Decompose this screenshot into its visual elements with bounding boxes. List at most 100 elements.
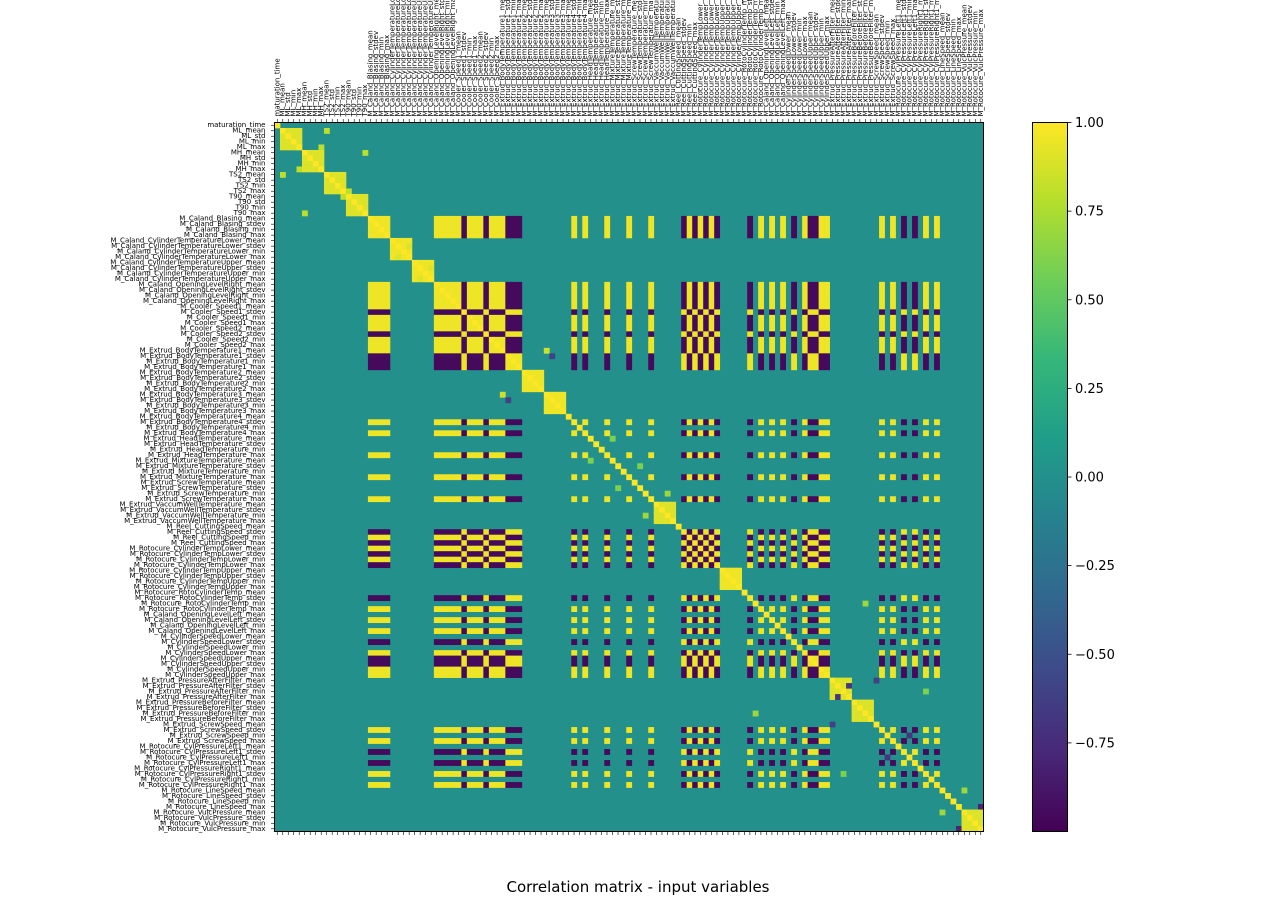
heatmap-cell — [582, 226, 589, 233]
heatmap-cell — [433, 281, 440, 288]
heatmap-cell — [923, 331, 929, 338]
heatmap-cell — [543, 402, 550, 409]
heatmap-cell — [494, 419, 501, 426]
heatmap-cell — [472, 727, 479, 733]
heatmap-cell — [466, 639, 473, 645]
heatmap-cell — [604, 496, 611, 503]
heatmap-cell — [422, 265, 429, 272]
column-tick-label: M_Caland_Blasing_min — [378, 37, 386, 117]
heatmap-cell — [813, 364, 819, 371]
column-tick-label: M_Rotocure_CylinderTempUpper_min — [729, 0, 737, 117]
heatmap-cell — [604, 771, 611, 777]
heatmap-cell — [455, 292, 462, 299]
heatmap-cell — [807, 727, 814, 733]
heatmap-cell — [714, 215, 721, 222]
row-tick-label: M_Extrud_ScrewTemperature_max — [145, 495, 265, 503]
heatmap-cell — [824, 655, 830, 662]
heatmap-cell — [714, 221, 721, 228]
heatmap-cell — [505, 771, 512, 777]
heatmap-cell — [527, 369, 534, 376]
heatmap-cell — [499, 496, 506, 503]
heatmap-cell — [681, 452, 688, 459]
heatmap-cell — [505, 292, 512, 299]
heatmap-cell — [934, 320, 940, 327]
heatmap-cell — [879, 540, 885, 547]
heatmap-cell — [681, 749, 688, 755]
row-tick-label: M_Extrud_BodyTemperature1_stdev — [140, 352, 265, 360]
heatmap-cell — [703, 595, 710, 602]
column-tick-label: M_Rotocure_RotoCylinderTemp_max — [757, 0, 765, 117]
heatmap-cell — [516, 347, 523, 354]
heatmap-cell — [483, 562, 490, 569]
heatmap-cell — [697, 782, 704, 788]
heatmap-cell — [439, 529, 446, 536]
heatmap-cell — [455, 298, 462, 305]
heatmap-cell — [433, 617, 440, 623]
heatmap-cell — [912, 551, 918, 558]
column-tick-label: M_Caland_OpeningLevelRight_mean — [433, 0, 441, 117]
heatmap-cell — [499, 738, 506, 744]
heatmap-cell — [890, 556, 896, 563]
heatmap-cell — [461, 672, 468, 678]
heatmap-cell — [818, 628, 825, 634]
heatmap-cell — [923, 628, 929, 634]
heatmap-cell — [681, 595, 688, 602]
heatmap-cell — [648, 738, 655, 744]
heatmap-cell — [488, 221, 495, 228]
heatmap-cell — [686, 226, 693, 233]
heatmap-cell — [455, 545, 462, 552]
heatmap-cell — [296, 138, 303, 145]
heatmap-cell — [472, 661, 479, 667]
column-tick-label: maturation_time — [273, 58, 281, 116]
heatmap-cell — [923, 325, 929, 332]
heatmap-cell — [714, 628, 721, 634]
heatmap-cell — [791, 749, 797, 755]
heatmap-cell — [384, 628, 391, 634]
heatmap-cell — [813, 727, 819, 733]
heatmap-cell — [769, 298, 775, 305]
heatmap-cell — [747, 639, 754, 645]
heatmap-cell — [367, 232, 374, 239]
heatmap-cell — [714, 419, 721, 426]
heatmap-cell — [439, 606, 446, 613]
heatmap-cell — [626, 320, 633, 327]
heatmap-cell — [857, 705, 863, 711]
heatmap-cell — [681, 292, 688, 299]
heatmap-cell — [450, 760, 457, 766]
heatmap-cell — [483, 320, 490, 327]
heatmap-cell — [439, 666, 446, 673]
heatmap-cell — [461, 358, 468, 365]
heatmap-cell — [890, 298, 896, 305]
heatmap-cell — [571, 226, 578, 233]
heatmap-cell — [433, 303, 440, 310]
heatmap-cell — [367, 364, 374, 371]
heatmap-cell — [824, 314, 830, 321]
heatmap-cell — [769, 551, 775, 558]
heatmap-cell — [648, 595, 655, 602]
heatmap-cell — [769, 287, 775, 294]
heatmap-cell — [373, 215, 380, 222]
heatmap-cell — [791, 474, 797, 481]
heatmap-cell — [697, 534, 704, 541]
heatmap-cell — [483, 347, 490, 354]
heatmap-cell — [736, 573, 743, 580]
heatmap-cell — [505, 232, 512, 239]
heatmap-cell — [582, 606, 589, 613]
heatmap-cell — [488, 727, 495, 733]
heatmap-cell — [571, 534, 578, 541]
heatmap-cell — [455, 540, 462, 547]
heatmap-cell — [769, 562, 775, 569]
heatmap-cell — [824, 353, 830, 360]
row-tick-label: M_Extrud_HeadTemperature_max — [148, 451, 266, 459]
heatmap-cell — [466, 430, 473, 437]
heatmap-cell — [692, 551, 699, 558]
heatmap-cell — [626, 782, 633, 788]
heatmap-cell — [901, 606, 907, 613]
heatmap-cell — [378, 303, 385, 310]
heatmap-cell — [367, 595, 374, 602]
heatmap-cell — [730, 573, 737, 580]
heatmap-cell — [400, 248, 407, 255]
heatmap-cell — [681, 287, 688, 294]
heatmap-cell — [802, 496, 808, 503]
column-tick-label: T90_std — [350, 89, 358, 118]
